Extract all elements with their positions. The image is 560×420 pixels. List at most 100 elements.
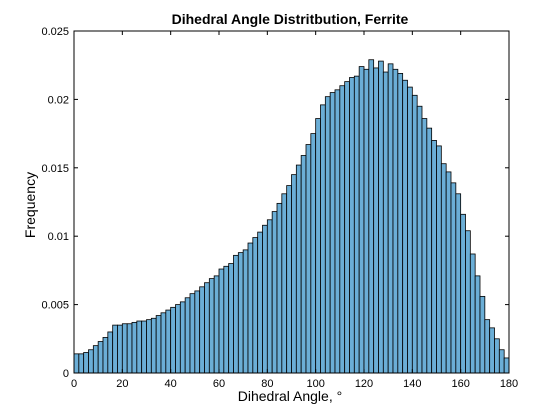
x-tick-label: 140 <box>403 378 421 390</box>
chart-title: Dihedral Angle Distritbution, Ferrite <box>172 11 409 27</box>
histogram-bar <box>141 320 147 374</box>
histogram-bar <box>411 94 418 374</box>
histogram-bar <box>382 71 389 374</box>
x-tick-label: 80 <box>261 378 273 390</box>
histogram-bar <box>465 230 471 374</box>
x-tick-label: 0 <box>71 378 77 390</box>
histogram-bar <box>88 349 94 374</box>
histogram-bar <box>262 224 268 374</box>
histogram-bar <box>247 242 254 374</box>
histogram-bar <box>300 155 307 374</box>
histogram-bar <box>184 297 191 374</box>
histogram-bar <box>368 59 375 374</box>
histogram-bar <box>199 286 205 374</box>
histogram-bar <box>179 301 186 374</box>
histogram-bar <box>378 60 384 374</box>
histogram-bar <box>416 105 423 374</box>
y-tick-label: 0 <box>63 368 69 380</box>
histogram-bar <box>402 79 408 374</box>
histogram-bar <box>117 324 123 374</box>
histogram-bar <box>97 341 104 374</box>
histogram-bar <box>194 290 201 374</box>
histogram-bar <box>242 249 249 374</box>
histogram-bar <box>295 164 302 374</box>
histogram-bar <box>136 320 143 374</box>
histogram-bar <box>436 145 442 374</box>
histogram-bar <box>358 66 365 374</box>
histogram-bar <box>363 68 370 374</box>
y-tick-label: 0.005 <box>41 300 69 312</box>
histogram-bar <box>324 96 331 374</box>
histogram-bar <box>112 324 118 374</box>
histogram-bar <box>121 323 128 374</box>
histogram-bar <box>252 237 259 374</box>
histogram-bar <box>344 81 350 374</box>
histogram-bar <box>83 352 89 374</box>
histogram-bar <box>474 275 481 374</box>
histogram-bar <box>450 182 457 374</box>
histogram-bar <box>397 73 404 374</box>
histogram-bar <box>339 85 346 374</box>
histogram-bar <box>271 211 278 374</box>
histogram-bar <box>455 193 462 374</box>
histogram-bar <box>489 327 495 374</box>
histogram-bar <box>431 140 437 374</box>
histogram-bar <box>392 68 399 374</box>
histogram-bar <box>334 89 341 374</box>
x-tick-label: 160 <box>451 378 469 390</box>
y-tick-label: 0.025 <box>41 26 69 38</box>
y-axis-label: Frequency <box>22 172 38 238</box>
histogram-bar <box>498 349 505 374</box>
histogram-bar <box>146 319 152 374</box>
histogram-bar <box>165 309 172 374</box>
histogram-bar <box>305 144 312 374</box>
histogram-bar <box>421 118 428 374</box>
histogram-bar <box>213 275 220 374</box>
histogram-bar <box>426 127 433 374</box>
histogram-bar <box>503 357 510 374</box>
histogram-bar <box>373 67 379 374</box>
histogram-bar <box>494 338 500 374</box>
x-tick-label: 40 <box>165 378 177 390</box>
histogram-bar <box>189 293 196 374</box>
histogram-bar <box>460 213 466 374</box>
histogram-bar <box>257 231 263 374</box>
histogram-bar <box>131 321 138 374</box>
histogram-bar <box>107 331 114 374</box>
x-tick-label: 180 <box>500 378 518 390</box>
histogram-bar <box>310 133 317 374</box>
histogram-bar <box>102 337 109 374</box>
histogram-bar <box>387 63 394 374</box>
histogram-bar <box>286 185 292 374</box>
y-tick-label: 0.02 <box>48 94 69 106</box>
histogram-bar <box>175 304 181 374</box>
y-tick-label: 0.015 <box>41 163 69 175</box>
x-tick-label: 60 <box>213 378 225 390</box>
histogram-bar <box>160 312 167 374</box>
histogram-bar <box>440 163 447 374</box>
axis-ticks: 0 20 40 60 80 100 120 140 160 180 0 0.005 0.01 0.015 0… <box>41 26 518 390</box>
histogram-bar <box>349 77 355 374</box>
histogram-bar <box>329 92 336 374</box>
histogram-bar <box>170 306 176 374</box>
histogram-bar <box>218 268 225 374</box>
plot-frame <box>73 30 510 374</box>
histogram-bar <box>73 353 80 374</box>
histogram-bar <box>445 171 452 374</box>
histogram-bar <box>223 265 230 374</box>
histogram-bar <box>208 278 215 374</box>
histogram-bar <box>204 282 210 374</box>
histogram-bar <box>291 174 297 374</box>
histogram-bar <box>407 86 413 374</box>
histogram-bar <box>353 75 360 374</box>
histogram-bar <box>281 193 288 374</box>
histogram-bar <box>78 353 85 374</box>
histogram-bar <box>276 202 283 374</box>
histogram-bar <box>266 219 273 374</box>
histogram-bar <box>469 253 476 374</box>
histogram-bars <box>73 59 510 374</box>
x-tick-label: 120 <box>355 378 373 390</box>
x-tick-label: 20 <box>116 378 128 390</box>
histogram-bar <box>320 104 326 374</box>
